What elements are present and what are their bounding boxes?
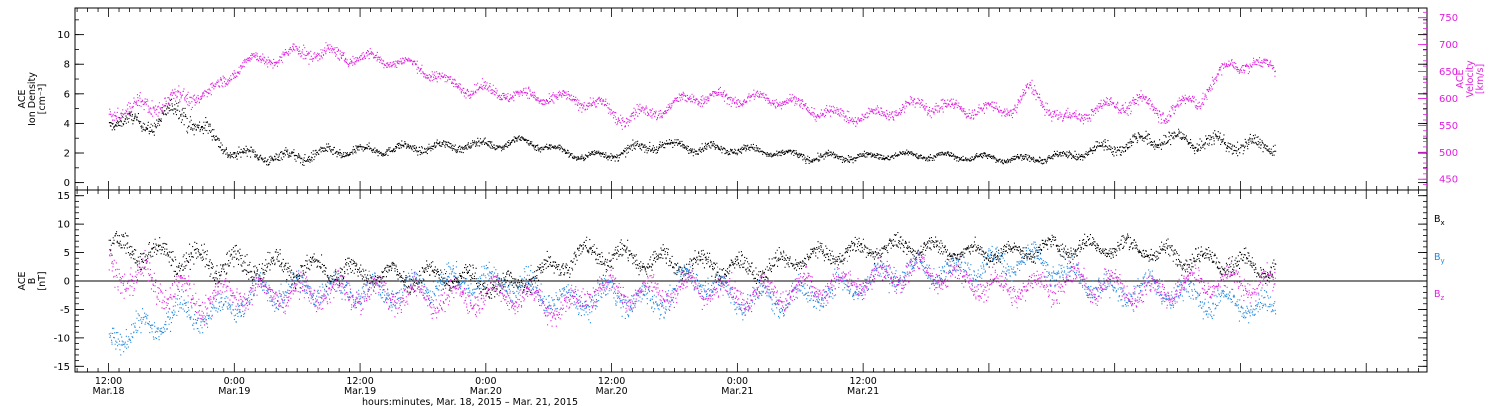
x-tick-date-label: Mar.19 [218, 386, 250, 397]
x-tick-date-label: Mar.21 [721, 386, 753, 397]
b-field-axis-title-line: [nT] [37, 271, 48, 290]
x-tick-date-label: Mar.19 [344, 386, 376, 397]
x-axis-title: hours:minutes, Mar. 18, 2015 – Mar. 21, … [362, 397, 578, 408]
velocity-axis-title: ACE Velocity [km/s] [1455, 60, 1486, 98]
y-tick-label: 2 [64, 149, 70, 160]
y-tick-label: 0 [64, 178, 70, 189]
y-tick-label: 450 [1439, 175, 1458, 186]
y-tick-label: 600 [1439, 94, 1458, 105]
bx-series-points [108, 231, 1277, 299]
velocity-series [108, 42, 1277, 130]
x-tick-date-label: Mar.18 [92, 386, 124, 397]
top-panel-frame [74, 7, 1428, 191]
legend-bz: Bz [1434, 289, 1445, 302]
y-tick-label: 5 [64, 248, 70, 259]
velocity-axis-title-line: [km/s] [1475, 64, 1486, 94]
x-tick-time-label: 0:00 [224, 376, 245, 387]
bz-series-points [108, 249, 1276, 327]
y-tick-label: 10 [57, 220, 70, 231]
x-tick-time-label: 12:00 [346, 376, 373, 387]
b-field-axis-title: ACE B [nT] [17, 271, 48, 290]
velocity-axis-title-line: ACE [1455, 70, 1466, 89]
x-tick-date-label: Mar.20 [596, 386, 628, 397]
x-tick-time-label: 12:00 [95, 376, 122, 387]
y-tick-label: 0 [64, 277, 70, 288]
y-tick-label: 500 [1439, 148, 1458, 159]
x-tick-date-label: Mar.20 [470, 386, 502, 397]
y-tick-label: 4 [64, 119, 70, 130]
density-axis-title-line: [cm⁻³] [37, 84, 48, 115]
bx-series [108, 231, 1277, 299]
x-tick-time-label: 0:00 [475, 376, 496, 387]
y-tick-label: 700 [1439, 40, 1458, 51]
y-tick-label: 550 [1439, 121, 1458, 132]
magnetic-field-panel: -15 -10 -5 0 5 10 15 ACE B [nT] Bx By Bz [17, 189, 1445, 373]
y-tick-label: 8 [64, 60, 70, 71]
x-tick-time-label: 0:00 [727, 376, 748, 387]
x-tick-time-label: 12:00 [598, 376, 625, 387]
y-tick-label: -10 [54, 333, 70, 344]
y-tick-label: 6 [64, 89, 70, 100]
y-tick-label: -5 [60, 305, 70, 316]
bz-series [108, 249, 1276, 327]
y-tick-label: 650 [1439, 67, 1458, 78]
time-axis: 12:00Mar.180:00Mar.1912:00Mar.190:00Mar.… [92, 376, 879, 397]
ion-density-series-points [108, 98, 1277, 166]
b-field-axis-title-line: B [27, 278, 38, 285]
density-axis-title: ACE Ion Density [cm⁻³] [17, 72, 48, 126]
y-tick-label: 750 [1439, 13, 1458, 24]
legend-bx: Bx [1434, 214, 1445, 227]
y-tick-label: 10 [57, 30, 70, 41]
x-tick-time-label: 12:00 [849, 376, 876, 387]
y-tick-label: -15 [54, 362, 70, 373]
density-axis-title-line: ACE [17, 90, 28, 109]
ion-density-series [108, 98, 1277, 166]
legend-by: By [1434, 252, 1445, 265]
velocity-series-points [108, 42, 1277, 130]
x-tick-date-label: Mar.21 [847, 386, 879, 397]
b-field-axis-title-line: ACE [17, 272, 28, 291]
velocity-axis-title-line: Velocity [1465, 60, 1476, 98]
density-axis-title-line: Ion Density [27, 72, 38, 126]
y-tick-label: 15 [57, 191, 70, 202]
